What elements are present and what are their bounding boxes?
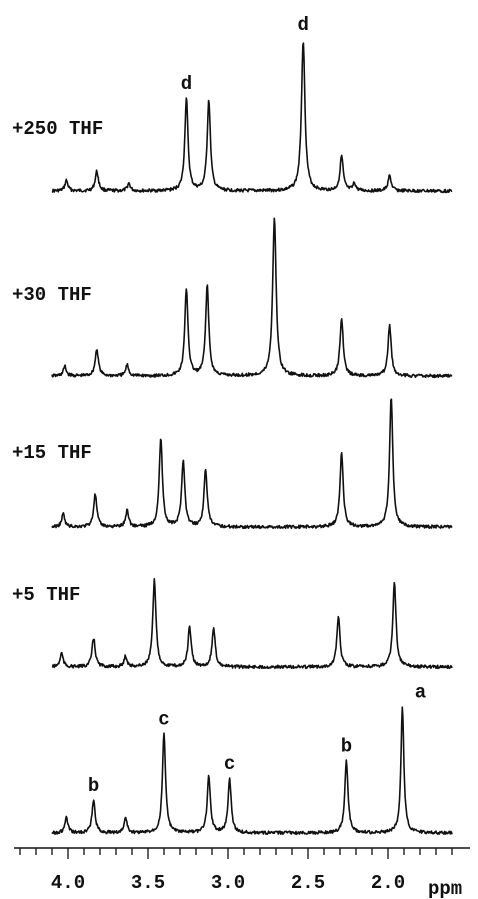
spectrum-trace bbox=[51, 217, 453, 379]
series-label: +30 THF bbox=[12, 284, 92, 306]
spectra-layer: +250 THF d d +30 THF +15 THF +5 THF b c c b a bbox=[12, 14, 453, 836]
peak-label: d bbox=[297, 14, 308, 36]
peak-label: b bbox=[341, 735, 352, 757]
spectrum-trace bbox=[51, 578, 453, 670]
tick-label: 3.0 bbox=[211, 872, 245, 894]
peak-label: c bbox=[224, 753, 235, 775]
spectrum-trace bbox=[51, 398, 453, 530]
x-axis-label: ppm bbox=[428, 878, 462, 899]
peak-label: a bbox=[415, 682, 426, 704]
peak-label: c bbox=[158, 708, 169, 730]
peak-label: d bbox=[181, 73, 192, 95]
series-label: +15 THF bbox=[12, 442, 92, 464]
tick-label: 4.0 bbox=[51, 872, 85, 894]
tick-label: 2.5 bbox=[291, 872, 325, 894]
series-label: +250 THF bbox=[12, 118, 103, 140]
spectrum-trace bbox=[51, 706, 453, 836]
tick-label: 3.5 bbox=[131, 872, 165, 894]
x-axis: 4.0 3.5 3.0 2.5 2.0 bbox=[14, 847, 470, 894]
spectrum-trace bbox=[51, 42, 453, 194]
series-label: +5 THF bbox=[12, 584, 80, 606]
tick-label: 2.0 bbox=[371, 872, 405, 894]
peak-label: b bbox=[88, 775, 99, 797]
